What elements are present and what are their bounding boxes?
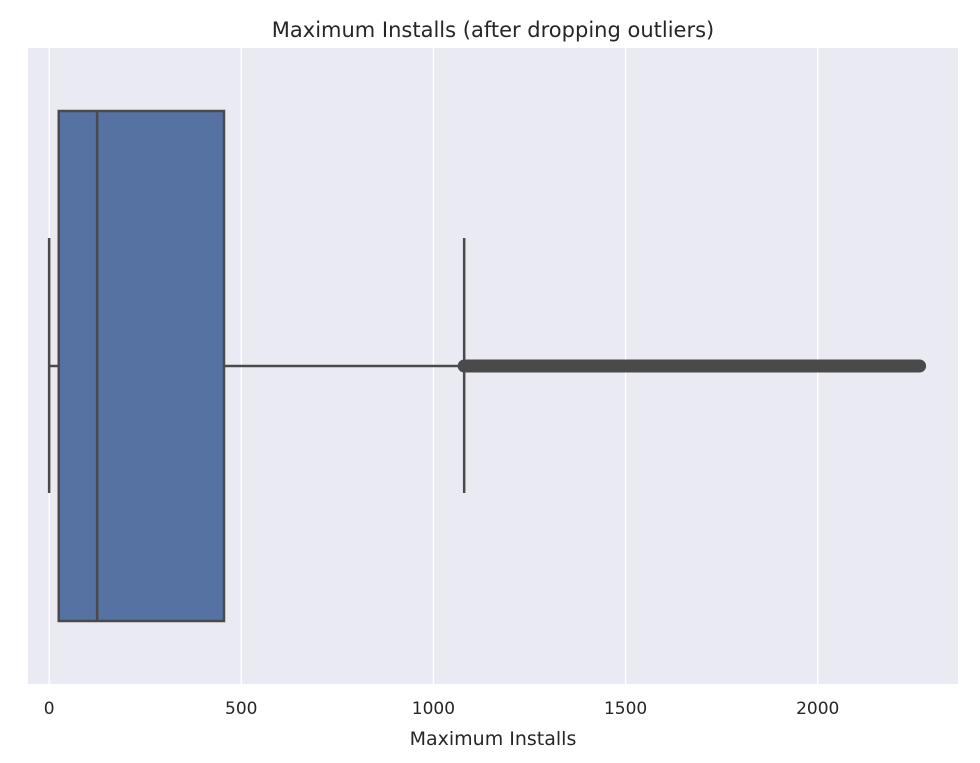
x-tick-label-2000: 2000 bbox=[796, 699, 839, 719]
x-tick-label-0: 0 bbox=[44, 699, 55, 719]
x-axis-ticks: 0 500 1000 1500 2000 bbox=[44, 699, 840, 719]
chart-title: Maximum Installs (after dropping outlier… bbox=[272, 18, 714, 42]
x-tick-label-500: 500 bbox=[225, 699, 257, 719]
x-tick-label-1500: 1500 bbox=[604, 699, 647, 719]
x-axis-label: Maximum Installs bbox=[410, 728, 577, 750]
x-tick-label-1000: 1000 bbox=[412, 699, 455, 719]
iqr-box bbox=[57, 109, 226, 623]
boxplot bbox=[47, 109, 927, 623]
